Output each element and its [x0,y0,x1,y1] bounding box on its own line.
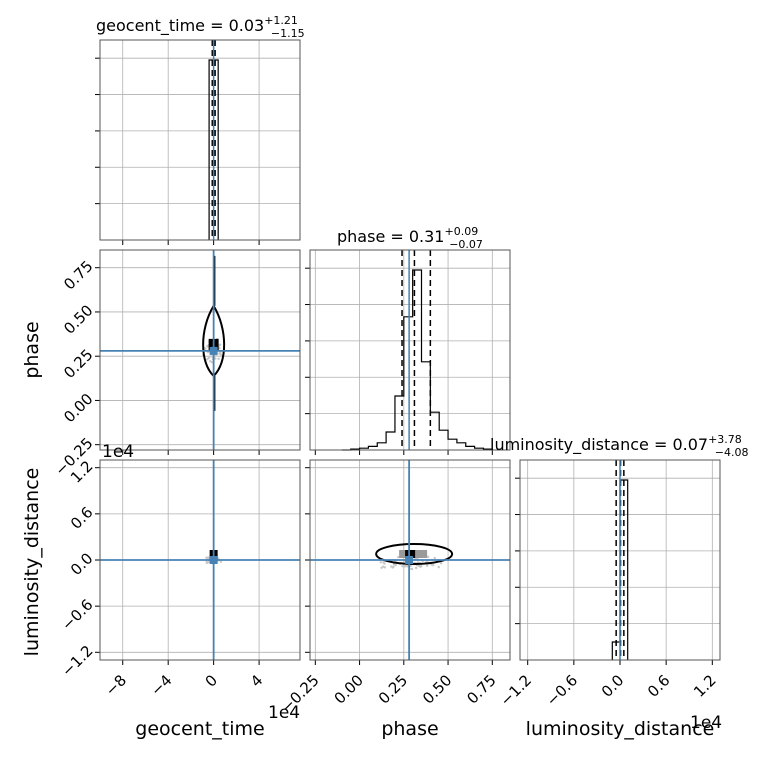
truth-marker [209,556,218,564]
sample-point [217,357,220,361]
hist-phase-panel [305,249,511,455]
truth-marker [209,346,218,355]
sample-point [433,556,436,560]
sample-point [406,565,409,568]
y-tick-label-phase: 0.25 [60,346,96,382]
density-peak-block [405,550,416,558]
scatter-phase-vs-geocent-time-panel: −0.250.000.250.500.75 [51,249,301,479]
panel-frame [519,459,721,661]
scatter-luminosity-distance-vs-phase-panel: −0.25 0.00 0.25 0.50 0.75 [277,459,511,716]
x-tick-label-luminosity_distance: −1.2 [497,671,535,709]
sample-point [392,563,396,566]
y-tick-label-phase: 0.00 [60,390,96,426]
hist-luminosity-distance-panel: −1.2 −0.6 0.0 0.6 1.2 [497,459,721,710]
sample-point [205,556,208,559]
title-phase: phase = 0.31+0.09 −0.07 [337,225,483,251]
sample-point [401,565,404,568]
y-tick-label-luminosity_distance: 0.6 [67,503,97,533]
offset-x-luminosity-distance: 1e4 [690,713,722,733]
panel-frame [99,39,301,241]
sample-point [380,566,383,569]
sample-point [205,358,209,361]
x-tick-label-geocent_time: −4 [147,671,175,699]
x-tick-label-phase: 0.00 [331,671,367,707]
sample-point [404,564,407,568]
x-tick-label-geocent_time: 4 [247,671,266,690]
ylabel-phase: phase [21,321,43,378]
x-tick-label-phase: 0.25 [375,671,411,707]
sample-point [382,561,385,564]
sample-point [397,555,400,559]
sample-point [383,566,387,569]
sample-point [410,567,414,571]
sample-point [392,565,395,569]
ylabel-luminosity-distance: luminosity_distance [21,468,43,657]
histogram-step-phase [341,269,493,451]
sample-point [432,563,435,567]
x-tick-label-luminosity_distance: 0.0 [598,671,628,701]
sample-point [394,563,398,567]
offset-x-geocent-time: 1e4 [268,703,300,723]
xlabel-phase: phase [381,718,438,740]
panel-frame [99,249,301,451]
title-geocent-time-plus: +1.21 [264,14,298,27]
sample-point [409,564,412,568]
panel-frame [309,249,511,451]
hist-geocent-time-panel [95,39,301,245]
sample-point [390,565,393,568]
sample-point [426,555,430,558]
sample-point [207,556,210,560]
x-tick-label-phase: 0.50 [419,671,455,707]
sample-point [420,564,423,568]
sample-point [379,561,382,564]
sample-point [439,562,443,565]
xlabel-luminosity-distance: luminosity_distance [526,718,715,740]
title-geocent-time: geocent_time = 0.03+1.21 −1.15 [96,14,305,40]
x-tick-label-phase: 0.75 [463,671,499,707]
sample-point [425,564,429,567]
y-tick-label-luminosity_distance: 0.0 [67,549,97,579]
sample-point [214,357,217,360]
truth-marker [405,556,414,564]
panel-frame [99,459,301,661]
x-tick-label-geocent_time: 0 [202,671,221,690]
sample-point [417,564,421,568]
y-tick-label-luminosity_distance: −1.2 [58,642,96,680]
title-luminosity-distance: luminosity_distance = 0.07+3.78 −4.08 [490,433,749,459]
y-tick-label-phase: 0.50 [60,301,96,337]
x-tick-label-luminosity_distance: −0.6 [543,671,581,709]
y-tick-label-phase: 0.75 [60,257,96,293]
x-tick-label-luminosity_distance: 1.2 [690,671,720,701]
offset-y-luminosity-distance: 1e4 [102,442,134,462]
x-tick-label-geocent_time: −8 [102,671,130,699]
title-geocent-time-minus: −1.15 [271,27,305,40]
x-tick-label-luminosity_distance: 0.6 [644,671,674,701]
title-phase-plus: +0.09 [444,225,478,238]
title-phase-minus: −0.07 [449,238,483,251]
title-luminosity-distance-plus: +3.78 [708,433,742,446]
sample-point [209,359,212,363]
panel-frame [309,459,511,661]
y-tick-label-luminosity_distance: −0.6 [58,596,96,634]
sample-point [219,560,223,563]
sample-point [414,566,418,570]
xlabel-geocent-time: geocent_time [135,718,264,740]
scatter-luminosity-distance-vs-geocent-time-panel: −8 −4 0 4−1.2−0.60.00.61.2 [58,457,301,700]
sample-point [205,561,209,565]
density-contour [375,543,454,565]
sample-point [219,353,223,356]
sample-point [437,565,440,569]
title-luminosity-distance-minus: −4.08 [715,446,749,459]
